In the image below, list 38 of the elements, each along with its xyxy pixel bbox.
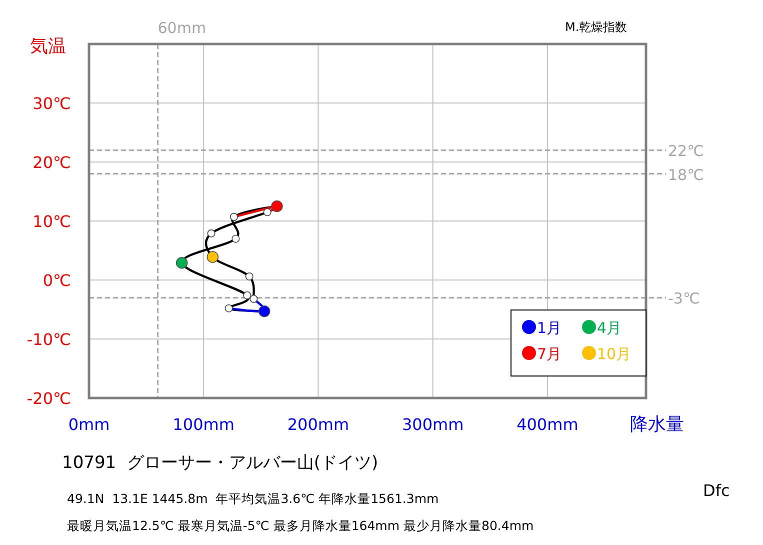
point — [224, 304, 233, 312]
text: M.乾燥指数 — [565, 20, 628, 34]
y-tick-label: -20℃ — [26, 389, 71, 408]
text: 49.1N 13.1E 1445.8m 年平均気温3.6℃ 年降水量1561.3mm — [67, 491, 439, 506]
y-tick-label: 20℃ — [32, 153, 71, 172]
text: Dfc — [703, 481, 730, 500]
ref-line-label: 60mm — [158, 19, 206, 37]
point — [206, 251, 219, 263]
legend-label: 10月 — [597, 345, 632, 363]
point — [250, 294, 258, 303]
x-tick-label: 0mm — [68, 415, 110, 434]
point — [263, 208, 272, 216]
y-tick-label: 0℃ — [42, 271, 71, 290]
ref-line-label: 18℃ — [668, 166, 704, 184]
point — [271, 200, 283, 212]
x-tick-label: 400mm — [516, 415, 578, 434]
ref-line-label: 22℃ — [668, 142, 704, 160]
point — [245, 272, 254, 280]
y-tick-label: 30℃ — [32, 94, 71, 113]
y-tick-label: -10℃ — [26, 330, 71, 349]
text: 最暖月気温12.5℃ 最寒月気温-5℃ 最多月降水量164mm 最少月降水量80.4mm — [67, 518, 534, 533]
x-tick-label: 200mm — [287, 415, 350, 434]
legend-label: 1月 — [537, 319, 562, 337]
x-tick-label: 100mm — [172, 415, 234, 434]
point — [176, 256, 188, 269]
point — [258, 305, 270, 318]
ref-line-label: -3℃ — [668, 290, 700, 308]
x-axis-title: 降水量 — [630, 414, 684, 435]
legend-label: 7月 — [537, 345, 562, 363]
x-tick-label: 300mm — [402, 415, 464, 434]
legend-label: 4月 — [597, 319, 622, 337]
y-axis-title: 気温 — [30, 36, 66, 57]
point — [232, 234, 240, 243]
point — [243, 291, 252, 300]
point — [207, 229, 216, 238]
text: 10791 グローサー・アルバー山(ドイツ) — [62, 453, 378, 473]
y-tick-label: 10℃ — [32, 212, 71, 231]
point — [230, 212, 238, 221]
